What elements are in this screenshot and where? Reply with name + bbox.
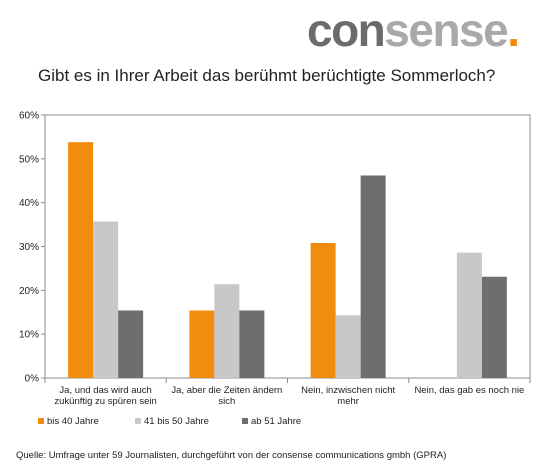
- bar-2-3: [335, 315, 361, 378]
- legend-label-3: ab 51 Jahre: [251, 416, 301, 427]
- bar-1-3: [310, 242, 336, 378]
- y-tick-label: 10%: [19, 330, 39, 341]
- x-category-label: mehr: [337, 396, 359, 407]
- bar-3-3: [360, 175, 386, 378]
- y-tick-label: 60%: [19, 111, 39, 122]
- legend-label-1: bis 40 Jahre: [47, 416, 99, 427]
- x-category-label: Ja, aber die Zeiten ändern: [171, 385, 282, 396]
- legend-swatch-3: [242, 418, 248, 424]
- x-category-label: Nein, inzwischen nicht: [301, 385, 395, 396]
- x-category-label: sich: [218, 396, 235, 407]
- chart-title: Gibt es in Ihrer Arbeit das berühmt berü…: [38, 66, 496, 85]
- legend-swatch-1: [38, 418, 44, 424]
- bar-2-2: [214, 284, 240, 378]
- legend-label-2: 41 bis 50 Jahre: [144, 416, 209, 427]
- logo-text-con: con: [307, 4, 386, 56]
- source-note: Quelle: Umfrage unter 59 Journalisten, d…: [16, 450, 447, 461]
- bar-2-4: [456, 252, 482, 378]
- bar-2-1: [93, 221, 119, 378]
- y-tick-label: 50%: [19, 154, 39, 165]
- bar-3-1: [118, 310, 144, 378]
- y-tick-label: 40%: [19, 198, 39, 209]
- consense-logo: consense.: [307, 4, 520, 56]
- logo-dot: .: [507, 4, 520, 56]
- x-category-label: Nein, das gab es noch nie: [414, 385, 524, 396]
- bar-1-2: [189, 310, 215, 378]
- bar-3-2: [239, 310, 265, 378]
- y-tick-label: 30%: [19, 242, 39, 253]
- x-category-label: zukünftig zu spüren sein: [54, 396, 156, 407]
- legend-swatch-2: [135, 418, 141, 424]
- bar-1-1: [68, 142, 94, 378]
- x-category-label: Ja, und das wird auch: [59, 385, 151, 396]
- logo-text-sense: sense: [384, 4, 508, 56]
- y-tick-label: 20%: [19, 286, 39, 297]
- bar-3-4: [481, 276, 507, 378]
- y-tick-label: 0%: [25, 374, 40, 385]
